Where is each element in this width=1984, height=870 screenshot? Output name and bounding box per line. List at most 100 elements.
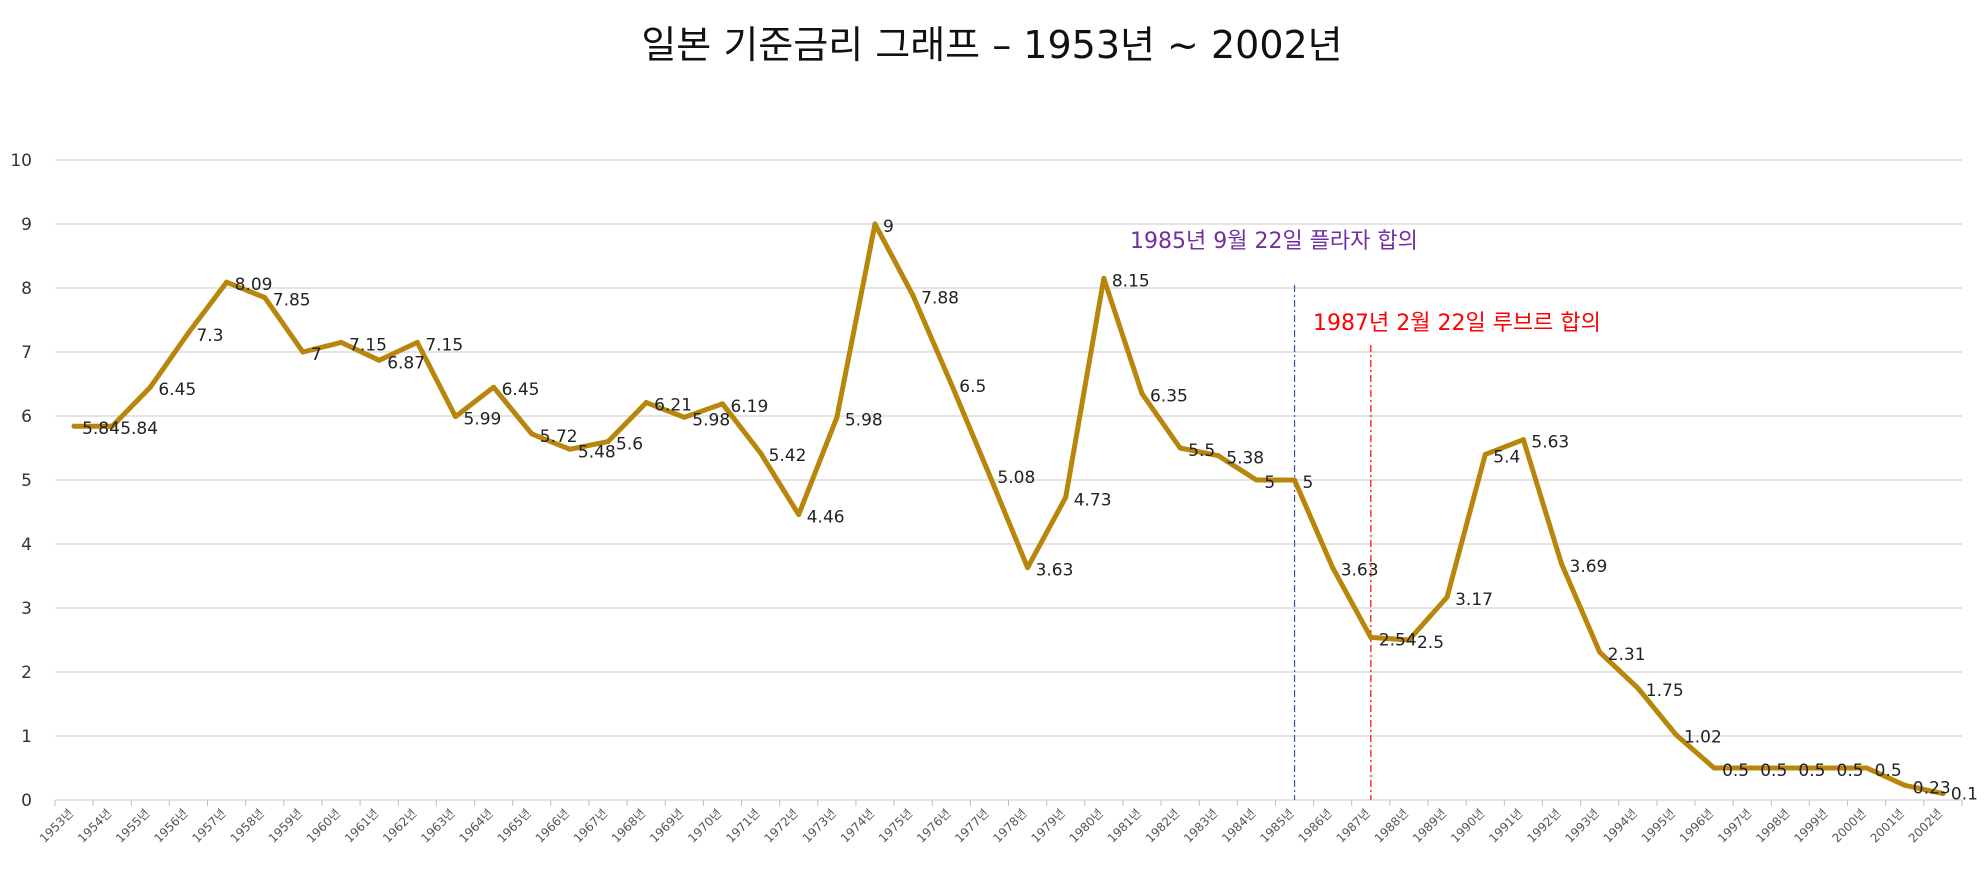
x-tick-label: 2001년: [1868, 806, 1907, 845]
data-label: 8.15: [1112, 271, 1150, 291]
data-label: 7.88: [921, 289, 959, 309]
data-point: [1025, 565, 1031, 571]
data-label: 0.5: [1837, 761, 1864, 781]
data-label: 0.5: [1722, 761, 1749, 781]
data-point: [605, 439, 611, 445]
data-label: 0.5: [1875, 761, 1902, 781]
x-tick-label: 1955년: [113, 806, 152, 845]
data-label: 5.6: [616, 435, 643, 455]
data-point: [1215, 453, 1221, 459]
data-point: [491, 384, 497, 390]
x-tick-label: 1988년: [1372, 806, 1411, 845]
data-label: 7.15: [425, 335, 463, 355]
data-point: [1330, 565, 1336, 571]
data-point: [109, 423, 115, 429]
data-label: 5.99: [463, 410, 501, 430]
y-tick-label: 0: [21, 791, 32, 811]
x-tick-label: 1967년: [571, 806, 610, 845]
data-point: [1597, 649, 1603, 655]
series: [71, 221, 1946, 797]
data-label: 6.21: [654, 396, 692, 416]
x-tick-label: 1964년: [456, 806, 495, 845]
data-label: 5.63: [1531, 433, 1569, 453]
annotation-label: 1987년 2월 22일 루브르 합의: [1313, 311, 1601, 336]
data-label: 5.98: [692, 410, 730, 430]
x-tick-label: 1986년: [1296, 806, 1335, 845]
data-label: 7.15: [349, 335, 387, 355]
data-label: 5.48: [578, 442, 616, 462]
data-label: 1.02: [1684, 728, 1722, 748]
data-label: 5: [1264, 473, 1275, 493]
data-label: 6.45: [502, 380, 540, 400]
x-tick-label: 1958년: [228, 806, 267, 845]
series-line: [71, 221, 1946, 797]
data-point: [758, 450, 764, 456]
data-point: [414, 339, 420, 345]
data-label: 7: [311, 345, 322, 365]
x-tick-label: 1976년: [914, 806, 953, 845]
y-tick-label: 9: [21, 215, 32, 235]
data-label: 3.63: [1341, 561, 1379, 581]
y-tick-label: 1: [21, 727, 32, 747]
data-label: 5.4: [1493, 447, 1520, 467]
x-tick-label: 1960년: [304, 806, 343, 845]
x-tick-label: 2002년: [1906, 806, 1945, 845]
data-point: [1559, 561, 1565, 567]
x-tick-label: 1995년: [1639, 806, 1678, 845]
data-label: 6.35: [1150, 387, 1188, 407]
data-point: [224, 279, 230, 285]
x-tick-label: 1979년: [1029, 806, 1068, 845]
data-point: [567, 446, 573, 452]
x-tick-label: 1978년: [990, 806, 1029, 845]
data-point: [986, 472, 992, 478]
data-point: [1368, 634, 1374, 640]
data-point: [834, 414, 840, 420]
data-point: [643, 400, 649, 406]
data-point: [1177, 445, 1183, 451]
data-label: 5.72: [540, 427, 578, 447]
x-tick-label: 1981년: [1105, 806, 1144, 845]
data-point: [1482, 451, 1488, 457]
data-label: 1.75: [1646, 681, 1684, 701]
x-tick-label: 1970년: [685, 806, 724, 845]
x-tick-label: 1962년: [380, 806, 419, 845]
data-point: [948, 381, 954, 387]
data-point: [910, 293, 916, 299]
data-point: [1635, 685, 1641, 691]
x-tick-label: 1977년: [952, 806, 991, 845]
x-tick-label: 1953년: [37, 806, 76, 845]
data-label: 5.98: [845, 410, 883, 430]
data-label: 6.19: [730, 397, 768, 417]
x-tick-label: 1993년: [1562, 806, 1601, 845]
data-point: [1673, 732, 1679, 738]
data-point: [1902, 782, 1908, 788]
x-tick-label: 1966년: [533, 806, 572, 845]
y-axis: 0 1 2 3 4 5 6 7 8 9 10: [10, 151, 32, 811]
x-tick-label: 1991년: [1486, 806, 1525, 845]
data-labels: 5.84 5.846.457.38.097.857 7.156.877.155.99…: [82, 217, 1978, 805]
y-tick-label: 6: [21, 407, 32, 427]
data-point: [1101, 275, 1107, 281]
data-point: [1787, 765, 1793, 771]
chart-title: 일본 기준금리 그래프 – 1953년 ~ 2002년: [641, 23, 1343, 67]
data-point: [185, 330, 191, 336]
x-tick-label: 1983년: [1181, 806, 1220, 845]
y-tick-label: 7: [21, 343, 32, 363]
y-tick-label: 3: [21, 599, 32, 619]
data-point: [262, 295, 268, 301]
data-point: [376, 357, 382, 363]
data-label: 4.73: [1074, 490, 1112, 510]
data-point: [1063, 494, 1069, 500]
x-tick-label: 1965년: [495, 806, 534, 845]
data-label: 5.84: [82, 419, 120, 439]
data-label: 5.38: [1226, 449, 1264, 469]
data-label: 3.69: [1570, 557, 1608, 577]
x-tick-label: 1954년: [75, 806, 114, 845]
data-label: 5.08: [997, 468, 1035, 488]
x-tick-label: 1971년: [723, 806, 762, 845]
data-label: 5.5: [1188, 441, 1215, 461]
x-tick-label: 1975년: [876, 806, 915, 845]
x-tick-label: 1997년: [1715, 806, 1754, 845]
data-label: 7.85: [273, 291, 311, 311]
data-point: [796, 512, 802, 518]
